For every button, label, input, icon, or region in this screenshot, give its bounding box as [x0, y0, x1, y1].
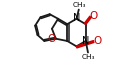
Text: O: O [47, 34, 56, 44]
Text: CH₃: CH₃ [73, 2, 86, 8]
Text: O: O [93, 36, 102, 46]
Text: CH₃: CH₃ [82, 54, 96, 60]
Text: N: N [73, 13, 81, 23]
Text: N: N [82, 36, 90, 46]
Text: O: O [90, 12, 98, 22]
